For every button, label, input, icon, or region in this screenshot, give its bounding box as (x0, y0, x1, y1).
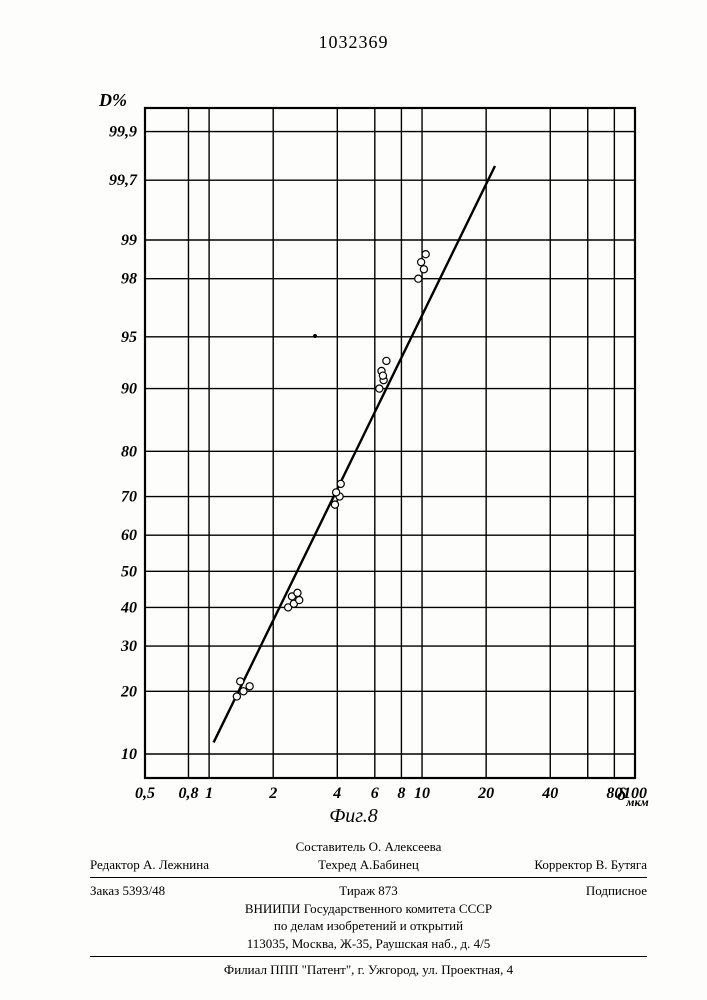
compiler-name: О. Алексеева (369, 839, 442, 854)
plot-svg: 0,50,81246810204080100102030405060708090… (90, 90, 650, 810)
editor-name: А. Лежнина (143, 857, 209, 872)
techred-label: Техред (318, 857, 356, 872)
svg-text:6: 6 (371, 785, 379, 802)
svg-text:99,7: 99,7 (109, 172, 138, 189)
svg-text:99,9: 99,9 (109, 124, 137, 141)
svg-text:20: 20 (477, 785, 494, 802)
credits-block: Составитель О. Алексеева Редактор А. Леж… (90, 838, 647, 979)
page: 1032369 0,50,812468102040801001020304050… (0, 0, 707, 1000)
svg-text:98: 98 (121, 271, 137, 288)
svg-text:1: 1 (205, 785, 213, 802)
svg-text:8: 8 (397, 785, 405, 802)
separator-2 (90, 956, 647, 957)
document-number: 1032369 (0, 32, 707, 53)
org-line-1: ВНИИПИ Государственного комитета СССР (90, 900, 647, 918)
branch-line: Филиал ППП "Патент", г. Ужгород, ул. Про… (90, 961, 647, 979)
corrector-label: Корректор (534, 857, 592, 872)
svg-text:D%: D% (98, 90, 127, 110)
corrector-name: В. Бутяга (596, 857, 647, 872)
org-address: 113035, Москва, Ж-35, Раушская наб., д. … (90, 935, 647, 953)
svg-text:10: 10 (121, 746, 137, 763)
svg-text:2: 2 (268, 785, 277, 802)
subscription: Подписное (461, 882, 647, 900)
svg-text:60: 60 (121, 527, 137, 544)
org-line-2: по делам изобретений и открытий (90, 917, 647, 935)
svg-text:50: 50 (121, 563, 137, 580)
svg-text:99: 99 (121, 232, 137, 249)
svg-text:0,8: 0,8 (178, 785, 198, 802)
svg-text:90: 90 (121, 381, 137, 398)
svg-text:95: 95 (121, 329, 137, 346)
figure-caption: Фиг.8 (0, 805, 707, 828)
editor-label: Редактор (90, 857, 140, 872)
svg-text:0,5: 0,5 (135, 785, 155, 802)
svg-text:10: 10 (414, 785, 430, 802)
compiler-label: Составитель (296, 839, 366, 854)
separator (90, 877, 647, 878)
svg-text:4: 4 (332, 785, 341, 802)
order-number: Заказ 5393/48 (90, 882, 276, 900)
svg-text:80: 80 (121, 443, 137, 460)
svg-text:30: 30 (120, 638, 137, 655)
svg-text:40: 40 (541, 785, 558, 802)
svg-text:20: 20 (120, 683, 137, 700)
probability-plot: 0,50,81246810204080100102030405060708090… (90, 90, 650, 815)
tirazh: Тираж 873 (276, 882, 462, 900)
svg-text:70: 70 (121, 489, 137, 506)
techred-name: А.Бабинец (360, 857, 419, 872)
svg-text:40: 40 (120, 599, 137, 616)
